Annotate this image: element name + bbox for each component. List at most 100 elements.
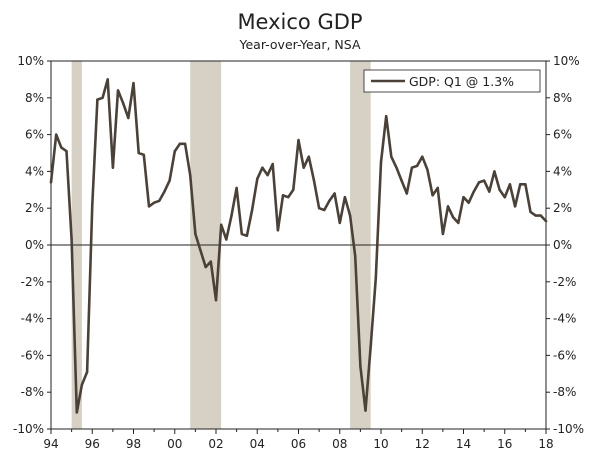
y-tick-label-right: 4% bbox=[553, 164, 572, 178]
data-point bbox=[374, 276, 378, 280]
data-point bbox=[80, 383, 84, 387]
data-point bbox=[225, 238, 228, 241]
x-tick-label: 98 bbox=[126, 437, 141, 451]
y-tick-label-left: 0% bbox=[25, 238, 44, 252]
data-point bbox=[348, 214, 352, 217]
data-point bbox=[116, 89, 120, 92]
axes bbox=[50, 60, 547, 430]
y-tick-label-right: 10% bbox=[553, 54, 580, 68]
data-point bbox=[384, 115, 388, 118]
x-tick-label: 16 bbox=[497, 437, 512, 451]
data-point bbox=[390, 155, 393, 158]
y-tick-label-left: -4% bbox=[21, 312, 44, 326]
data-point bbox=[163, 190, 166, 193]
data-point bbox=[457, 221, 460, 225]
y-tick-label-left: 10% bbox=[17, 54, 44, 68]
data-point bbox=[451, 216, 455, 219]
data-point bbox=[245, 234, 249, 237]
data-point bbox=[534, 214, 537, 217]
data-point bbox=[230, 214, 233, 217]
y-tick-label-left: 6% bbox=[25, 128, 44, 142]
data-point bbox=[152, 201, 156, 204]
data-point bbox=[137, 151, 140, 155]
data-point bbox=[312, 179, 316, 182]
data-point bbox=[519, 183, 522, 186]
data-point bbox=[91, 203, 94, 206]
data-point bbox=[70, 238, 73, 241]
data-point bbox=[261, 166, 264, 169]
y-tick-label-right: -4% bbox=[553, 312, 576, 326]
data-point bbox=[168, 179, 171, 182]
data-point bbox=[477, 181, 481, 184]
y-tick-label-left: 2% bbox=[25, 201, 44, 215]
x-tick-label: 08 bbox=[332, 437, 347, 451]
data-point bbox=[426, 168, 429, 171]
y-tick-label-right: 0% bbox=[553, 238, 572, 252]
x-tick-label: 02 bbox=[208, 437, 223, 451]
tick-labels: 10% 10% 8% 8% 6% 6% 4% 4% 2% 2% 0% 0% -2% -2% -4% -4% -6… bbox=[13, 54, 584, 451]
data-point bbox=[508, 183, 512, 186]
data-point bbox=[323, 208, 326, 212]
data-point bbox=[204, 265, 207, 269]
data-point bbox=[106, 78, 109, 81]
data-point bbox=[503, 195, 506, 199]
data-point bbox=[142, 153, 146, 157]
data-point bbox=[194, 232, 197, 236]
data-point bbox=[354, 254, 357, 258]
data-point bbox=[132, 81, 135, 85]
data-point bbox=[49, 181, 53, 184]
data-point bbox=[436, 186, 439, 190]
data-point bbox=[65, 149, 68, 153]
x-tick-label: 14 bbox=[456, 437, 471, 451]
x-tick-label: 18 bbox=[538, 437, 553, 451]
data-point bbox=[75, 411, 78, 414]
data-point bbox=[415, 164, 419, 168]
data-point bbox=[189, 173, 192, 177]
y-tick-label-left: -10% bbox=[13, 422, 44, 436]
y-tick-label-left: -2% bbox=[21, 275, 44, 289]
data-point bbox=[302, 166, 305, 169]
data-point bbox=[111, 166, 115, 169]
data-point bbox=[395, 166, 398, 169]
data-point bbox=[209, 260, 213, 263]
data-point bbox=[498, 188, 501, 191]
data-point bbox=[173, 149, 176, 153]
x-tick-label: 04 bbox=[250, 437, 265, 451]
data-point bbox=[493, 170, 496, 173]
data-point bbox=[467, 201, 470, 204]
data-point bbox=[60, 146, 63, 149]
data-point bbox=[524, 183, 527, 186]
data-point bbox=[405, 192, 408, 195]
data-point bbox=[147, 205, 151, 208]
data-point bbox=[364, 409, 367, 412]
data-point bbox=[96, 98, 99, 101]
chart-subtitle: Year-over-Year, NSA bbox=[239, 37, 361, 52]
legend: GDP: Q1 @ 1.3% bbox=[363, 69, 541, 93]
data-point bbox=[158, 199, 161, 203]
data-point bbox=[266, 173, 269, 177]
data-point bbox=[513, 205, 517, 208]
y-tick-label-right: 8% bbox=[553, 91, 572, 105]
data-point bbox=[127, 116, 130, 120]
data-point bbox=[286, 195, 290, 199]
y-tick-label-left: 8% bbox=[25, 91, 44, 105]
data-point bbox=[121, 102, 125, 105]
data-point bbox=[276, 229, 280, 232]
data-point bbox=[54, 133, 58, 136]
data-point bbox=[482, 179, 486, 182]
data-point bbox=[421, 155, 424, 158]
y-tick-label-right: 6% bbox=[553, 128, 572, 142]
data-point bbox=[462, 195, 465, 199]
y-tick-label-left: -8% bbox=[21, 385, 44, 399]
x-tick-label: 10 bbox=[373, 437, 388, 451]
x-tick-label: 94 bbox=[43, 437, 58, 451]
data-point bbox=[292, 188, 295, 191]
data-point bbox=[85, 370, 89, 374]
series-line-0 bbox=[49, 78, 548, 414]
data-point bbox=[271, 162, 274, 166]
data-point bbox=[338, 221, 341, 225]
y-tick-label-right: -6% bbox=[553, 348, 576, 362]
data-point bbox=[297, 138, 300, 142]
x-tick-label: 06 bbox=[291, 437, 306, 451]
